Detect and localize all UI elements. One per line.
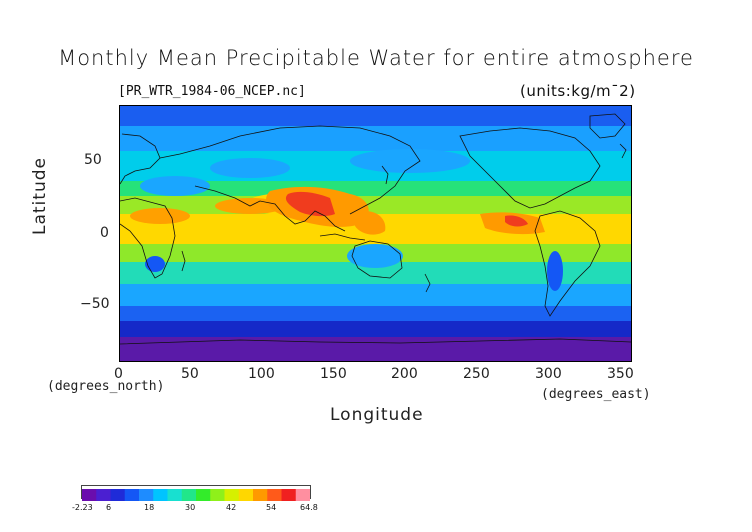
file-label: [PR_WTR_1984-06_NCEP.nc]: [118, 84, 306, 99]
band-south-subtrop: [120, 262, 631, 284]
blob-west-africa: [130, 208, 190, 224]
map-plot-area: [119, 105, 632, 362]
dry-australia: [347, 244, 403, 268]
x-tick-150: 150: [320, 366, 347, 382]
colorbar-label-42: 42: [226, 503, 237, 512]
x-tick-350: 350: [607, 366, 634, 382]
colorbar-label-max: 64.8: [300, 503, 318, 512]
coast-australia: [351, 240, 403, 279]
colorbar-swatch: [124, 489, 140, 501]
coast-africa: [120, 197, 176, 279]
colorbar-label-54: 54: [266, 503, 277, 512]
colorbar-swatch: [139, 489, 154, 501]
colorbar-label-18: 18: [144, 503, 155, 512]
colorbar-swatch: [167, 489, 183, 501]
band-north-high: [120, 126, 631, 151]
dry-south-africa: [145, 256, 165, 272]
dry-central-asia: [210, 158, 290, 178]
coast-south-asia: [194, 185, 346, 232]
dry-north-pacific: [350, 149, 470, 173]
colorbar: [81, 485, 311, 501]
colorbar-swatch: [96, 489, 111, 501]
colorbar-label-6: 6: [106, 503, 112, 512]
y-tick-0: 0: [100, 225, 109, 241]
x-tick-250: 250: [463, 366, 490, 382]
blob-south-asia-red: [285, 191, 335, 217]
coast-uk: [619, 143, 627, 159]
coast-south-america: [534, 210, 601, 317]
blob-east-pacific-red: [505, 215, 528, 227]
coast-europe-west: [120, 133, 161, 185]
coast-madagascar: [181, 250, 186, 272]
y-tick-50: 50: [84, 152, 102, 168]
colorbar-swatch: [238, 489, 254, 501]
colorbar-swatch: [281, 489, 297, 501]
coastlines: [120, 113, 631, 345]
band-arctic: [120, 106, 631, 126]
colorbar-label-30: 30: [185, 503, 196, 512]
colorbar-swatch: [110, 489, 126, 501]
colorbar-swatch: [253, 489, 268, 501]
chart-title: Monthly Mean Precipitable Water for enti…: [58, 46, 694, 70]
dry-sahara: [140, 176, 210, 196]
colorbar-swatch: [181, 489, 197, 501]
x-tick-200: 200: [391, 366, 418, 382]
x-axis-label: Longitude: [330, 405, 424, 425]
precipitable-water-map: [120, 106, 631, 361]
colorbar-swatch: [82, 489, 97, 501]
band-antarctica: [120, 337, 631, 361]
blob-maritime-continent: [355, 211, 386, 235]
coast-japan: [381, 165, 389, 185]
colorbar-swatch: [267, 489, 282, 501]
band-southern-ocean: [120, 321, 631, 337]
x-tick-100: 100: [248, 366, 275, 382]
x-unit-note: (degrees_east): [541, 387, 651, 402]
coast-north-america: [459, 127, 601, 209]
coast-indonesia: [319, 233, 366, 241]
band-south-mid: [120, 284, 631, 306]
coast-greenland: [589, 113, 626, 139]
y-unit-note: (degrees_north): [47, 379, 165, 394]
colorbar-swatch: [196, 489, 211, 501]
x-tick-50: 50: [181, 366, 199, 382]
colorbar-swatch: [153, 489, 168, 501]
coast-antarctica: [120, 338, 631, 345]
x-tick-300: 300: [535, 366, 562, 382]
y-axis-label: Latitude: [30, 157, 50, 235]
colorbar-label-min: -2.23: [72, 503, 93, 512]
coast-new-zealand: [424, 273, 431, 293]
colorbar-swatch: [224, 489, 240, 501]
units-label: (units:kg/m¯2): [520, 82, 636, 100]
band-north-subtrop: [120, 181, 631, 196]
x-tick-0: 0: [114, 366, 123, 382]
colorbar-swatches: [82, 489, 311, 501]
y-tick-minus-50: −50: [80, 296, 110, 312]
band-south-high: [120, 306, 631, 321]
colorbar-swatch: [295, 489, 311, 501]
dry-andes: [547, 251, 563, 291]
colorbar-swatch: [210, 489, 225, 501]
coast-asia-north: [159, 125, 421, 215]
